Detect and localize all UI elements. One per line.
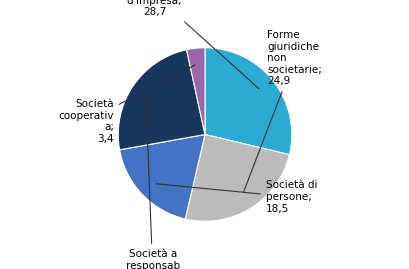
Text: Società di
persone;
18,5: Società di persone; 18,5 — [156, 180, 317, 214]
Wedge shape — [118, 50, 204, 150]
Wedge shape — [185, 134, 289, 221]
Text: Società a
responsab
ilità
limitata;
24,4: Società a responsab ilità limitata; 24,4 — [126, 98, 180, 269]
Wedge shape — [119, 134, 204, 219]
Text: Società
cooperativ
a;
3,4: Società cooperativ a; 3,4 — [58, 65, 194, 144]
Wedge shape — [186, 48, 204, 134]
Text: Spa e
altra forma
d’impresa;
28,7: Spa e altra forma d’impresa; 28,7 — [125, 0, 258, 89]
Wedge shape — [204, 48, 291, 155]
Text: Forme
giuridiche
non
societarie;
24,9: Forme giuridiche non societarie; 24,9 — [243, 30, 321, 192]
